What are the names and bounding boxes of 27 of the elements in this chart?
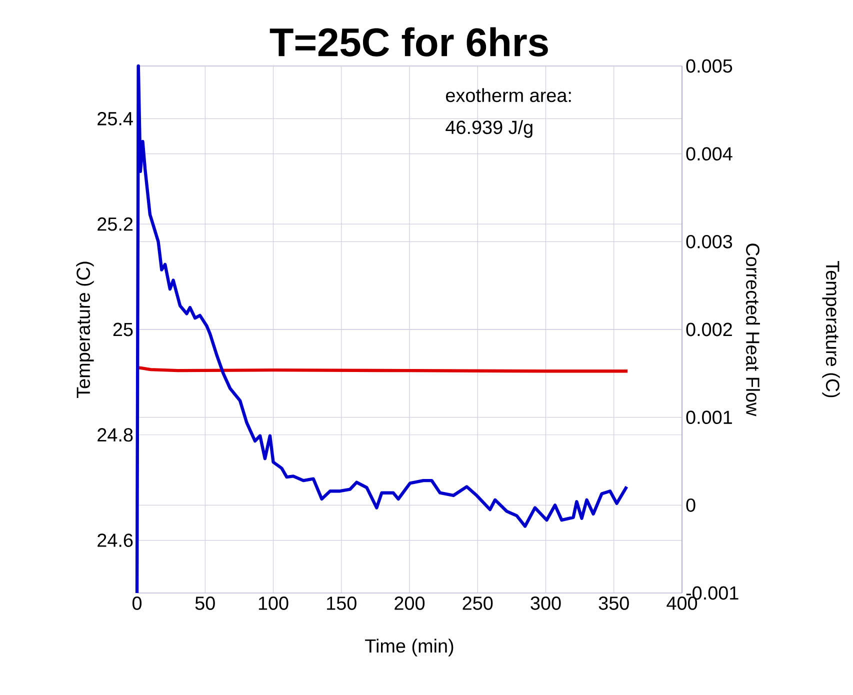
chart-title: T=25C for 6hrs	[270, 27, 548, 56]
y-tick-label: 25.4	[98, 112, 133, 126]
y-tick-label: 24.6	[98, 534, 133, 547]
x-tick-label: 350	[598, 596, 629, 610]
x-tick-label: 250	[462, 596, 493, 610]
y2-tick-label: 0.004	[686, 147, 732, 161]
annotation: 46.939 J/g	[446, 120, 532, 138]
y2-tick-label: 0.002	[686, 322, 732, 336]
x-tick-label: 150	[327, 596, 356, 610]
y-tick-label: 25	[113, 322, 133, 336]
y2-tick-label: 0	[686, 498, 696, 512]
y-tick-label: 25.2	[98, 217, 133, 231]
x-axis-title: Time (min)	[365, 638, 454, 656]
x-tick-label: 100	[258, 596, 288, 610]
text: Temperature (C)	[822, 261, 840, 398]
x-tick-label: 300	[530, 596, 561, 610]
x-tick-label: 0	[132, 596, 142, 610]
y2-tick-label: 0.005	[686, 59, 732, 73]
x-tick-label: 50	[195, 596, 215, 610]
y-axis-title: Temperature (C)	[76, 262, 94, 398]
y-tick-label: 24.8	[98, 428, 133, 442]
y2-tick-label: 0.003	[686, 234, 732, 248]
line-series	[135, 64, 628, 595]
annotation: exotherm area:	[446, 88, 571, 102]
y2-tick-label: 0.001	[686, 410, 732, 424]
x-tick-label: 200	[394, 596, 425, 610]
y2-axis-title: Corrected Heat Flow	[746, 244, 760, 416]
